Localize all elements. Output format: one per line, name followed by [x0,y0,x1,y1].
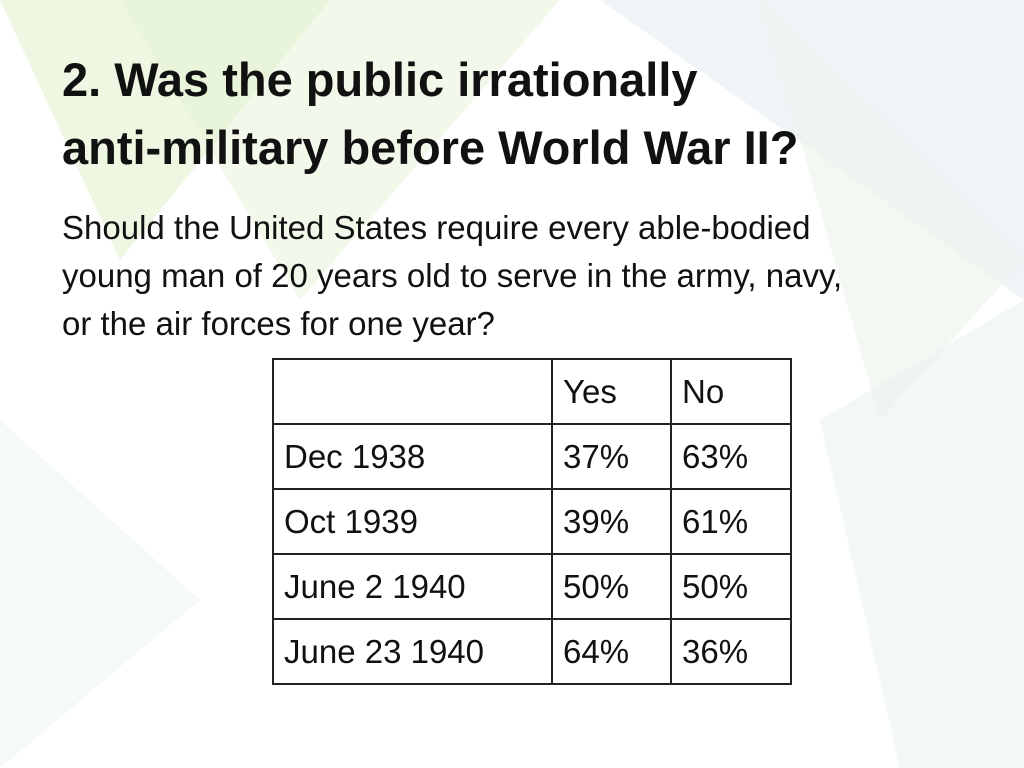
title-line: anti-military before World War II? [62,121,799,174]
row-label: June 2 1940 [272,553,553,620]
table-cell: 36% [670,618,792,685]
bg-shape [120,0,560,300]
table-body: Yes No Dec 1938 37% 63% Oct 1939 39% 61% June … [272,358,792,685]
row-label: Dec 1938 [272,423,553,490]
table-cell: 39% [551,488,672,555]
table-cell: 37% [551,423,672,490]
header-cell: No [670,358,792,425]
table-row: Dec 1938 37% 63% [272,423,792,490]
bg-shape [0,420,200,768]
bg-shape [820,300,1024,768]
table-row: June 23 1940 64% 36% [272,618,792,685]
bg-shape [760,0,1024,420]
table-cell: 63% [670,423,792,490]
table-row: June 2 1940 50% 50% [272,553,792,620]
table-cell: 64% [551,618,672,685]
poll-table: Yes No Dec 1938 37% 63% Oct 1939 39% 61% June … [272,358,792,685]
table-row: Oct 1939 39% 61% [272,488,792,555]
title-line: 2. Was the public irrationally [62,53,698,106]
header-cell [272,358,553,425]
row-label: Oct 1939 [272,488,553,555]
header-row: Yes No [272,358,792,425]
header-cell: Yes [551,358,672,425]
row-label: June 23 1940 [272,618,553,685]
question: Should the United States require every a… [62,209,843,342]
table-cell: 61% [670,488,792,555]
table-cell: 50% [551,553,672,620]
title: 2. Was the public irrationally anti-mili… [62,46,798,182]
table-cell: 50% [670,553,792,620]
